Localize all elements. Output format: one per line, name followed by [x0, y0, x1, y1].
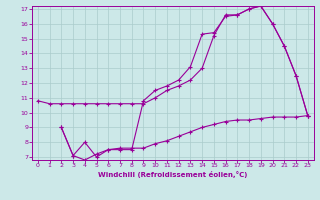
X-axis label: Windchill (Refroidissement éolien,°C): Windchill (Refroidissement éolien,°C)	[98, 171, 247, 178]
